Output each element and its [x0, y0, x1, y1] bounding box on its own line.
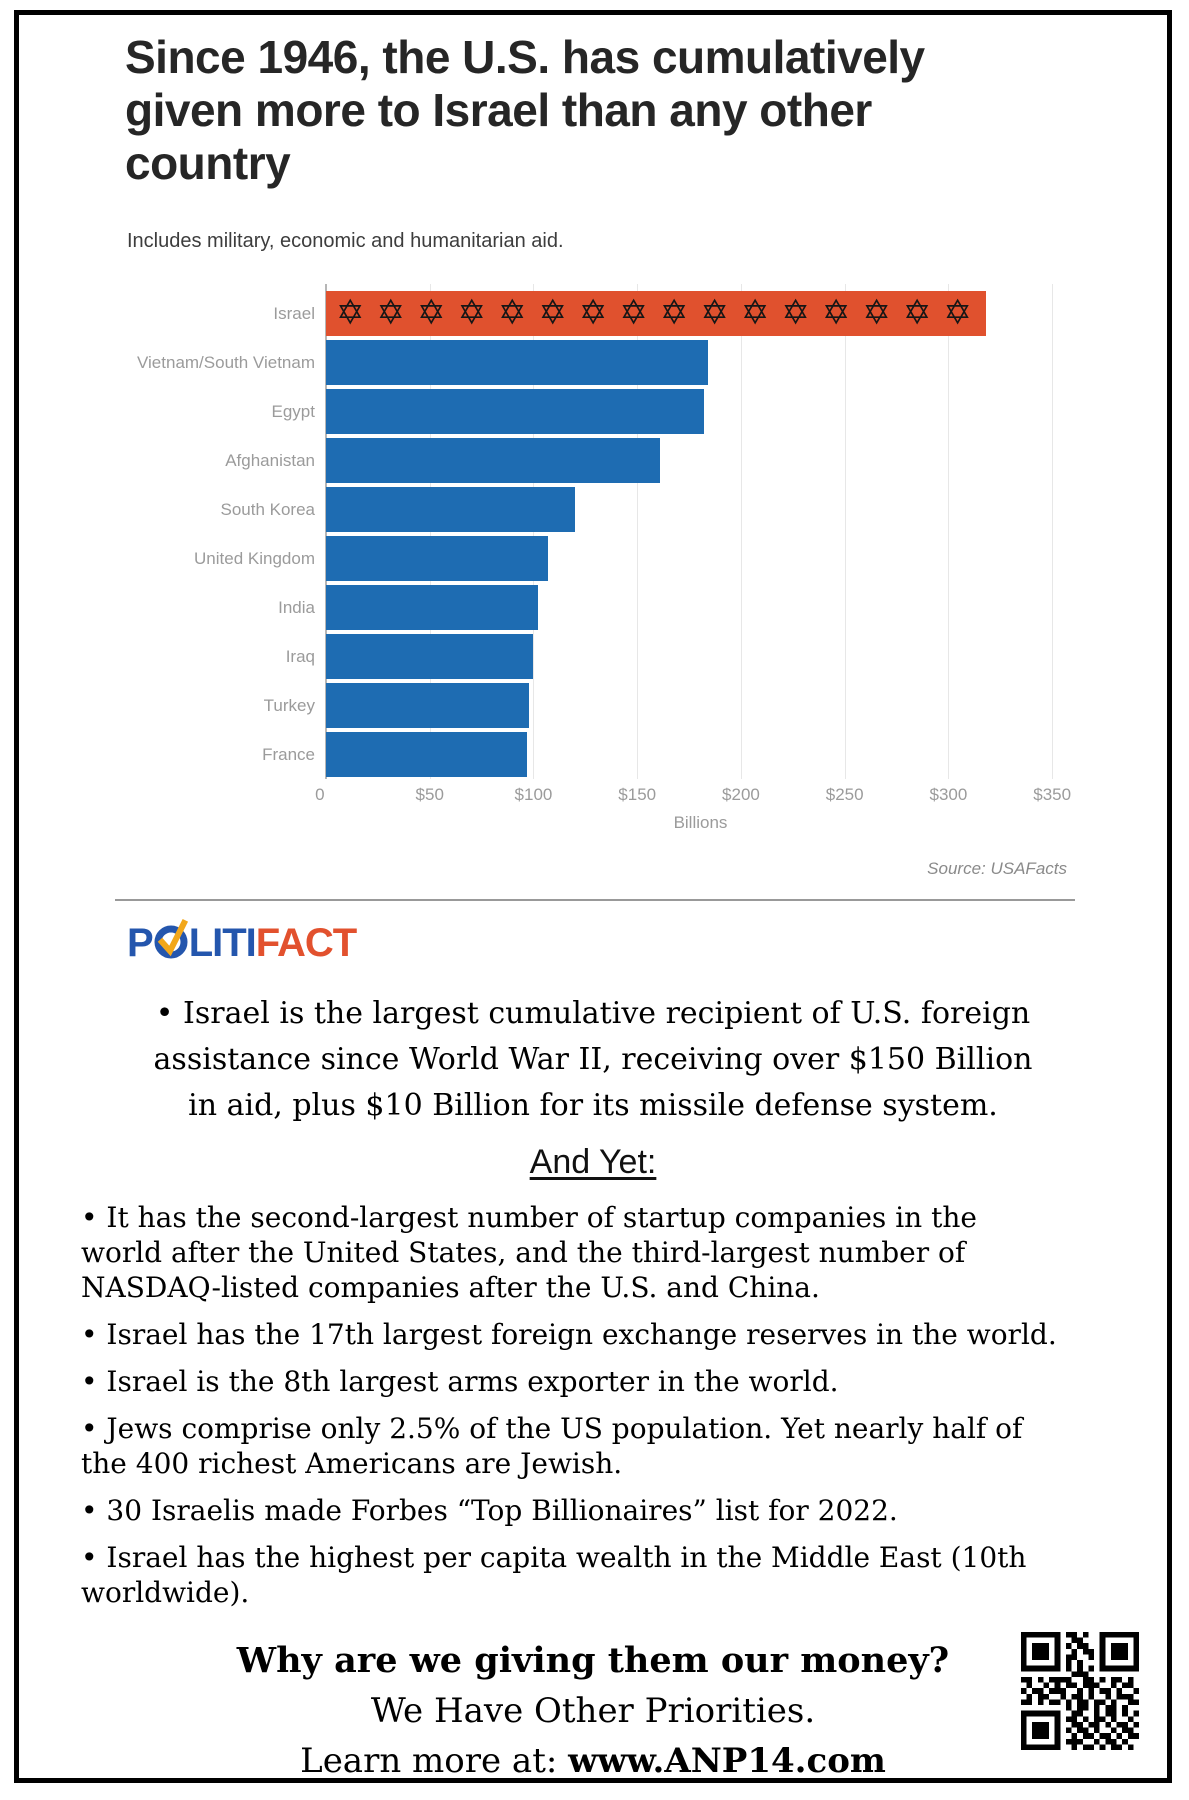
- bullet-item: • It has the second-largest number of st…: [81, 1201, 977, 1304]
- chart-rows: Israel ✡✡✡✡✡✡✡✡✡✡✡✡✡✡✡✡ Vietnam/South Viet…: [19, 289, 1075, 779]
- chart-bar-track: ✡✡✡✡✡✡✡✡✡✡✡✡✡✡✡✡: [326, 291, 1075, 336]
- chart-plot-area: Israel ✡✡✡✡✡✡✡✡✡✡✡✡✡✡✡✡ Vietnam/South Viet…: [19, 284, 1075, 779]
- chart-subtitle: Includes military, economic and humanita…: [127, 230, 564, 252]
- chart-row-israel: Israel ✡✡✡✡✡✡✡✡✡✡✡✡✡✡✡✡: [19, 289, 1075, 338]
- chart-bar-track: [326, 683, 1075, 728]
- bullet-item: • 30 Israelis made Forbes “Top Billionai…: [81, 1494, 898, 1527]
- x-tick-label: $100: [514, 785, 553, 804]
- chart-bar-track: [326, 585, 1075, 630]
- chart-bar-track: [326, 634, 1075, 679]
- footer-learn-more: Learn more at: www.ANP14.com: [19, 1741, 1167, 1781]
- chart-row-south-korea: South Korea: [19, 485, 1075, 534]
- chart-row-vietnam-south-vietnam: Vietnam/South Vietnam: [19, 338, 1075, 387]
- chart-category-label: Afghanistan: [225, 450, 315, 470]
- chart-row-france: France: [19, 730, 1075, 779]
- chart-bar-track: [326, 536, 1075, 581]
- chart-category-label: India: [278, 597, 315, 617]
- x-tick-label: $300: [929, 785, 968, 804]
- chart-bar-track: [326, 732, 1075, 777]
- chart-category-label: Turkey: [263, 695, 315, 715]
- politifact-letters-liti: LITI: [188, 920, 257, 965]
- footer: Why are we giving them our money? We Hav…: [19, 1632, 1167, 1781]
- chart-category-label: France: [262, 744, 315, 764]
- bar-united-kingdom: [326, 536, 548, 581]
- x-tick-label: $50: [415, 785, 444, 804]
- chart-bar-track: [326, 438, 1075, 483]
- gridline: [948, 284, 950, 779]
- chart-row-iraq: Iraq: [19, 632, 1075, 681]
- politifact-letter-p: P: [127, 920, 154, 965]
- bullet-item: • Jews comprise only 2.5% of the US popu…: [81, 1412, 1023, 1480]
- bullet-item: • Israel has the highest per capita weal…: [81, 1541, 1027, 1609]
- bar-france: [326, 732, 528, 777]
- gridline: [844, 284, 846, 779]
- politifact-logo: P LITI FACT: [127, 915, 1167, 971]
- x-tick-label: $250: [825, 785, 864, 804]
- qr-code: [1021, 1632, 1139, 1750]
- chart-category-label: Egypt: [271, 401, 315, 421]
- chart-category-label: Israel: [273, 303, 315, 323]
- chart-bar-track: [326, 340, 1075, 385]
- bar-iraq: [326, 634, 534, 679]
- chart-row-india: India: [19, 583, 1075, 632]
- bullet-item: • Israel is the 8th largest arms exporte…: [81, 1365, 839, 1398]
- bar-turkey: [326, 683, 530, 728]
- x-tick-label: $200: [722, 785, 760, 804]
- footer-url: www.ANP14.com: [568, 1741, 886, 1781]
- lead-fact-paragraph: • Israel is the largest cumulative recip…: [153, 996, 1033, 1123]
- gridline: [637, 284, 639, 779]
- and-yet-heading: And Yet:: [19, 1143, 1167, 1182]
- bar-egypt: [326, 389, 704, 434]
- chart-row-egypt: Egypt: [19, 387, 1075, 436]
- footer-priorities: We Have Other Priorities.: [370, 1691, 816, 1731]
- chart-category-label: South Korea: [220, 499, 315, 519]
- chart-row-afghanistan: Afghanistan: [19, 436, 1075, 485]
- chart-category-label: Vietnam/South Vietnam: [137, 352, 315, 372]
- bar-vietnam-south-vietnam: [326, 340, 708, 385]
- chart-bar-track: [326, 389, 1075, 434]
- chart-bar-track: [326, 487, 1075, 532]
- politifact-letters-fact: FACT: [255, 920, 357, 965]
- poster-frame: Since 1946, the U.S. has cumulatively gi…: [14, 10, 1172, 1783]
- chart-row-united-kingdom: United Kingdom: [19, 534, 1075, 583]
- gridline: [740, 284, 742, 779]
- divider-line: [115, 899, 1075, 901]
- bar-afghanistan: [326, 438, 661, 483]
- bar-india: [326, 585, 538, 630]
- politifact-check-icon: [154, 917, 188, 971]
- chart-category-label: United Kingdom: [194, 548, 315, 568]
- chart-category-label: Iraq: [285, 646, 315, 666]
- x-tick-label: $350: [1033, 785, 1072, 804]
- x-tick-label: $150: [618, 785, 657, 804]
- chart-source: Source: USAFacts: [927, 859, 1067, 878]
- bar-israel-star-pattern: ✡✡✡✡✡✡✡✡✡✡✡✡✡✡✡✡: [326, 291, 986, 336]
- page-title: Since 1946, the U.S. has cumulatively gi…: [125, 31, 925, 189]
- and-yet-text: And Yet:: [529, 1143, 657, 1181]
- footer-text: Why are we giving them our money? We Hav…: [19, 1640, 1167, 1781]
- x-axis-title: Billions: [673, 813, 728, 832]
- bullet-item: • Israel has the 17th largest foreign ex…: [81, 1318, 1057, 1351]
- bullet-list: • It has the second-largest number of st…: [81, 1200, 1057, 1610]
- x-axis-tick-labels: 0 $50 $100 $150 $200 $250 $300 $350: [315, 785, 1075, 805]
- footer-learn-more-prefix: Learn more at:: [300, 1741, 569, 1781]
- gridline: [1052, 284, 1054, 779]
- footer-question: Why are we giving them our money?: [236, 1640, 950, 1681]
- aid-bar-chart: Israel ✡✡✡✡✡✡✡✡✡✡✡✡✡✡✡✡ Vietnam/South Viet…: [19, 284, 1075, 879]
- bar-south-korea: [326, 487, 575, 532]
- chart-row-turkey: Turkey: [19, 681, 1075, 730]
- x-tick-label: 0: [315, 785, 325, 804]
